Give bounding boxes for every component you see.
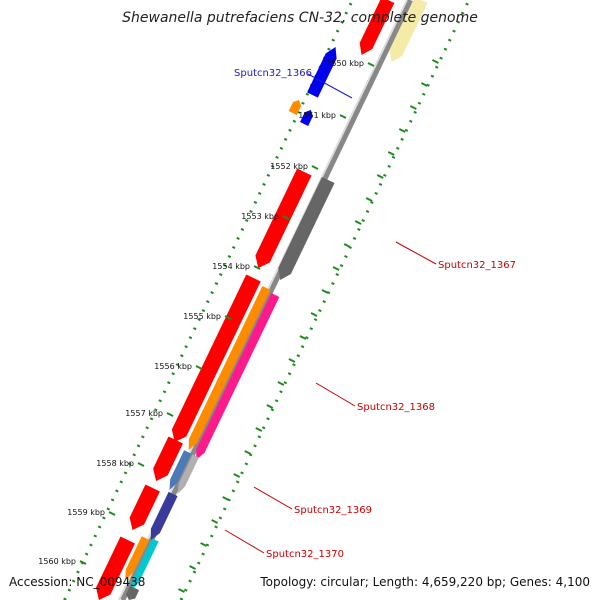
tick-label: 1558 kbp	[96, 459, 134, 468]
tick-label: 1552 kbp	[270, 162, 308, 171]
outer-dotted-track	[63, 0, 354, 600]
gene-features	[96, 0, 428, 600]
tick-label: 1553 kbp	[241, 212, 279, 221]
tick-label: 1557 kbp	[125, 409, 163, 418]
tick-label: 1560 kbp	[38, 557, 76, 566]
gene-cyan-bottom	[131, 538, 159, 590]
inner-tick-mark	[332, 266, 340, 271]
tick-mark	[108, 511, 116, 516]
inner-tick-mark	[266, 404, 274, 409]
gene-orange-bottom	[125, 536, 149, 580]
inner-tick-mark	[431, 59, 439, 64]
inner-tick-mark	[244, 450, 252, 455]
inner-tick-mark	[255, 427, 263, 432]
gene-light-1369	[177, 454, 199, 494]
gene-orange-small	[288, 100, 302, 115]
gene-cream-top	[389, 0, 428, 62]
tick-mark	[282, 215, 290, 220]
tick-mark	[166, 412, 174, 417]
inner-tick-mark	[200, 542, 208, 547]
gene-red-1367	[255, 168, 312, 268]
tick-marks: 1550 kbp 1551 kbp 1552 kbp 1553 kbp 1554 kbp…	[38, 59, 439, 593]
gene-label: Sputcn32_1368	[357, 402, 435, 413]
inner-tick-mark	[178, 588, 185, 593]
inner-tick-mark	[398, 128, 406, 133]
inner-tick-mark	[343, 243, 351, 248]
gene-label-leader	[395, 241, 437, 265]
inner-tick-mark	[321, 289, 329, 294]
inner-tick-mark	[189, 565, 197, 570]
inner-tick-mark	[354, 220, 362, 225]
inner-dotted-track	[179, 0, 471, 600]
gene-indigo-1370	[150, 491, 178, 540]
inner-tick-mark	[299, 335, 307, 340]
tick-mark	[79, 560, 87, 565]
map-title: Shewanella putrefaciens CN-32, complete …	[122, 10, 478, 26]
gene-red-1370	[129, 484, 160, 530]
gene-blue-1366	[307, 47, 337, 98]
accession-text: Accession: NC_009438	[9, 575, 146, 589]
gene-label: Sputcn32_1370	[266, 549, 344, 560]
gene-red-bottom	[96, 536, 135, 600]
inner-tick-mark	[288, 358, 296, 363]
gene-label: Sputcn32_1366	[234, 68, 312, 79]
tick-label: 1556 kbp	[154, 362, 192, 371]
inner-tick-mark	[365, 197, 373, 202]
genome-summary-text: Topology: circular; Length: 4,659,220 bp…	[260, 575, 590, 589]
inner-tick-mark	[222, 496, 230, 501]
gene-steel-1369	[169, 450, 192, 490]
tick-mark	[339, 114, 347, 119]
gene-label: Sputcn32_1369	[294, 505, 372, 516]
tick-mark	[137, 462, 145, 467]
gene-label-leader	[253, 486, 293, 510]
gene-blue-small	[300, 110, 313, 126]
gene-pink-1368	[196, 293, 280, 460]
tick-mark	[311, 165, 319, 170]
gene-gray-1367	[278, 176, 335, 280]
inner-tick-mark	[387, 151, 395, 156]
inner-tick-mark	[409, 105, 417, 110]
gene-label: Sputcn32_1367	[438, 260, 516, 271]
gc-dotted-tracks	[63, 0, 471, 600]
tick-label: 1554 kbp	[212, 262, 250, 271]
tick-label: 1559 kbp	[67, 508, 105, 517]
gene-red-top	[359, 0, 395, 55]
gene-label-leader	[315, 382, 356, 407]
gene-gray-bottom	[126, 585, 140, 600]
inner-tick-mark	[277, 381, 285, 386]
tick-mark	[367, 62, 375, 67]
inner-tick-mark	[420, 82, 428, 87]
tick-mark	[224, 315, 232, 320]
gene-red-1369	[153, 436, 183, 481]
tick-label: 1550 kbp	[326, 59, 364, 68]
tick-label: 1551 kbp	[298, 111, 336, 120]
gene-label-leader	[224, 529, 265, 554]
tick-label: 1555 kbp	[183, 312, 221, 321]
inner-tick-mark	[211, 519, 219, 524]
gene-label-leader	[307, 73, 353, 99]
inner-tick-mark	[233, 473, 241, 478]
inner-tick-mark	[376, 174, 384, 179]
inner-tick-mark	[310, 312, 318, 317]
gene-red-1368	[171, 274, 261, 442]
tick-mark	[253, 265, 261, 270]
gene-labels: Sputcn32_1366 Sputcn32_1367 Sputcn32_1368 S…	[224, 68, 516, 560]
tick-mark	[195, 365, 203, 370]
gene-orange-1368	[188, 286, 271, 450]
